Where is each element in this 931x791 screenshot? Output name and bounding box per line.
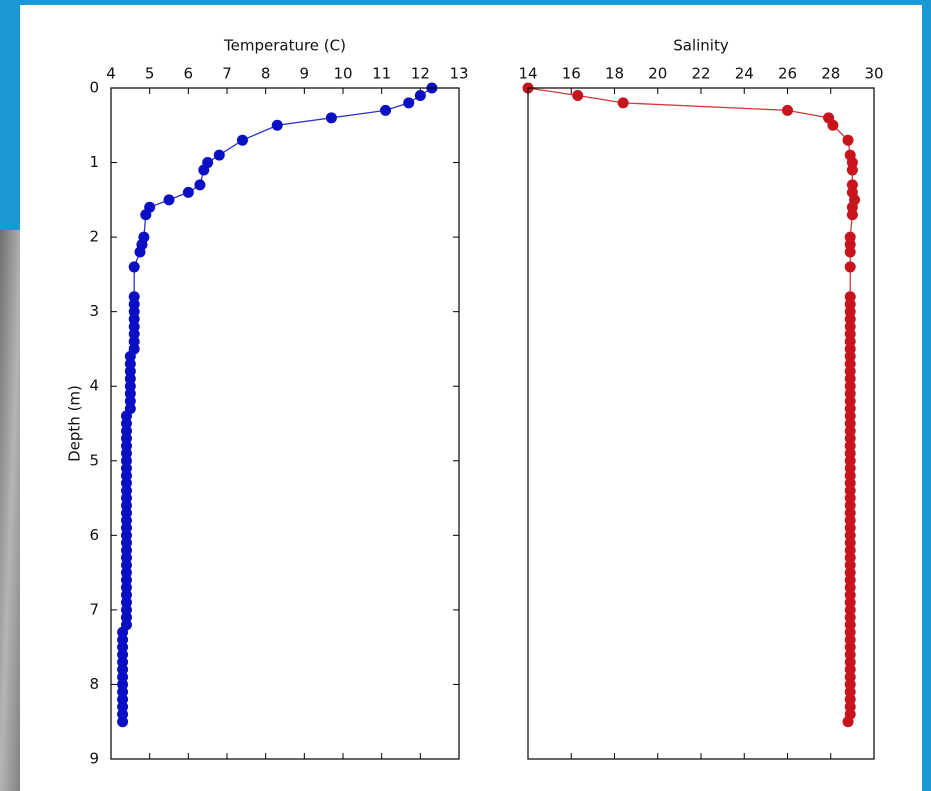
y-tick-label: 1 — [89, 153, 99, 171]
data-point — [128, 261, 140, 273]
x-tick-label: 5 — [145, 65, 155, 83]
x-tick-label: 9 — [300, 65, 310, 83]
x-tick-label: 7 — [222, 65, 232, 83]
data-point — [572, 89, 584, 101]
y-tick-label: 5 — [89, 451, 99, 469]
x-tick-label: 20 — [648, 65, 667, 83]
data-point — [117, 716, 129, 728]
data-point — [134, 246, 146, 258]
data-point — [844, 246, 856, 258]
data-point — [163, 194, 175, 206]
data-point — [782, 104, 793, 116]
y-tick-label: 6 — [89, 526, 99, 544]
data-point — [842, 134, 854, 146]
data-point — [846, 164, 858, 176]
x-tick-label: 11 — [372, 65, 391, 83]
x-tick-label: 6 — [184, 65, 194, 83]
data-point — [617, 97, 629, 109]
x-tick-label: 4 — [106, 65, 116, 83]
data-point — [198, 164, 210, 176]
x-axis-label: Salinity — [673, 37, 729, 55]
x-tick-label: 26 — [778, 65, 797, 83]
data-point — [414, 89, 426, 101]
data-point — [846, 209, 858, 221]
figure-panel — [20, 5, 922, 791]
x-tick-label: 10 — [333, 65, 352, 83]
data-point — [236, 134, 248, 146]
y-tick-label: 2 — [89, 228, 99, 246]
y-tick-label: 7 — [89, 600, 99, 618]
x-tick-label: 16 — [562, 65, 581, 83]
y-tick-label: 3 — [89, 302, 99, 320]
x-tick-label: 18 — [605, 65, 624, 83]
x-axis-label: Temperature (C) — [223, 37, 346, 55]
y-axis-label: Depth (m) — [66, 385, 84, 462]
x-tick-label: 12 — [411, 65, 430, 83]
data-point — [271, 119, 283, 131]
x-tick-label: 22 — [691, 65, 710, 83]
y-tick-label: 9 — [89, 750, 99, 768]
x-tick-label: 14 — [518, 65, 537, 83]
x-tick-label: 30 — [864, 65, 883, 83]
x-tick-label: 13 — [449, 65, 468, 83]
data-point — [140, 209, 152, 221]
x-tick-label: 24 — [735, 65, 754, 83]
photo-strip — [0, 230, 22, 791]
data-point — [325, 112, 337, 124]
data-point — [213, 149, 225, 161]
data-point — [380, 104, 392, 116]
y-tick-label: 4 — [89, 377, 99, 395]
plot-frame — [527, 87, 875, 760]
data-point — [194, 179, 206, 191]
data-point — [182, 186, 194, 198]
x-tick-label: 28 — [821, 65, 840, 83]
data-point — [403, 97, 415, 109]
data-point — [842, 716, 854, 728]
y-tick-label: 0 — [89, 79, 99, 97]
data-point — [827, 119, 839, 131]
x-tick-label: 8 — [261, 65, 271, 83]
plot-frame — [110, 87, 460, 760]
data-point — [844, 261, 856, 273]
y-tick-label: 8 — [89, 675, 99, 693]
